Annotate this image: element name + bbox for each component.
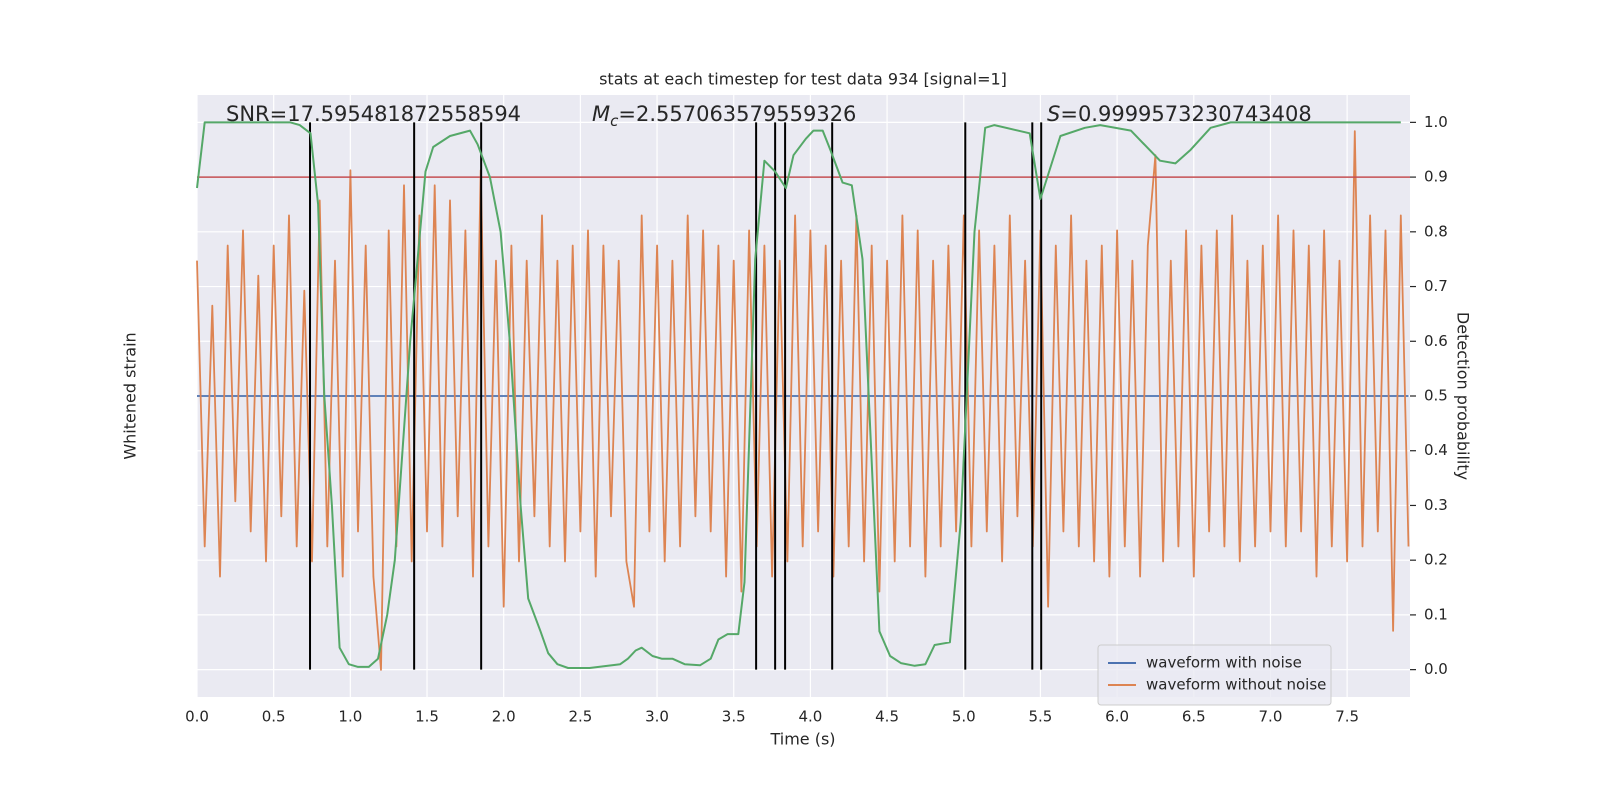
marks [196,121,1410,671]
x-axis-label: Time (s) [769,730,835,749]
x-tick-label: 1.5 [415,708,439,726]
annotation-part: =2.557063579559326 [618,102,856,126]
annotation: S=0.9999573230743408 [1047,102,1312,126]
y2-tick-label: 1.0 [1424,113,1448,131]
annotation-part: SNR=17.595481872558594 [226,102,521,126]
annotation-part: M [592,102,610,126]
y2-tick-label: 0.6 [1424,332,1448,350]
y2-tick-label: 0.3 [1424,496,1448,514]
y2-tick-label: 0.0 [1424,660,1448,678]
x-tick-label: 2.0 [492,708,516,726]
series-line [196,121,1401,669]
x-tick-label: 2.5 [568,708,592,726]
y2-tick-label: 0.7 [1424,277,1448,295]
x-tick-label: 4.0 [798,708,822,726]
x-tick-label: 4.5 [875,708,899,726]
series-line [196,130,1410,671]
annotation-part: c [610,112,619,130]
x-tick-label: 0.0 [185,708,209,726]
x-tick-label: 5.0 [952,708,976,726]
legend-label: waveform without noise [1146,676,1326,694]
x-tick-label: 3.5 [722,708,746,726]
y2-tick-label: 0.1 [1424,605,1448,623]
y2-tick-label: 0.5 [1424,387,1448,405]
y-axis-label: Whitened strain [121,332,140,459]
x-tick-label: 6.0 [1105,708,1129,726]
x-tick-label: 5.5 [1028,708,1052,726]
y2-tick-label: 0.9 [1424,168,1448,186]
x-tick-label: 0.5 [262,708,286,726]
x-tick-label: 7.5 [1335,708,1359,726]
legend-box [1097,644,1332,706]
annotation-part: =0.9999573230743408 [1060,102,1311,126]
y2-axis-label: Detection probability [1454,312,1473,480]
x-tick-label: 3.0 [645,708,669,726]
annotation: Mc=2.557063579559326 [592,102,856,130]
y2-tick-label: 0.4 [1424,441,1448,459]
x-tick-label: 7.0 [1259,708,1283,726]
y2-tick-label: 0.2 [1424,551,1448,569]
x-tick-label: 6.5 [1182,708,1206,726]
x-tick-label: 1.0 [338,708,362,726]
annotation: SNR=17.595481872558594 [226,102,521,126]
legend-label: waveform with noise [1146,654,1302,672]
annotation-part: S [1047,102,1060,126]
y2-tick-label: 0.8 [1424,222,1448,240]
chart-title: stats at each timestep for test data 934… [599,70,1007,89]
